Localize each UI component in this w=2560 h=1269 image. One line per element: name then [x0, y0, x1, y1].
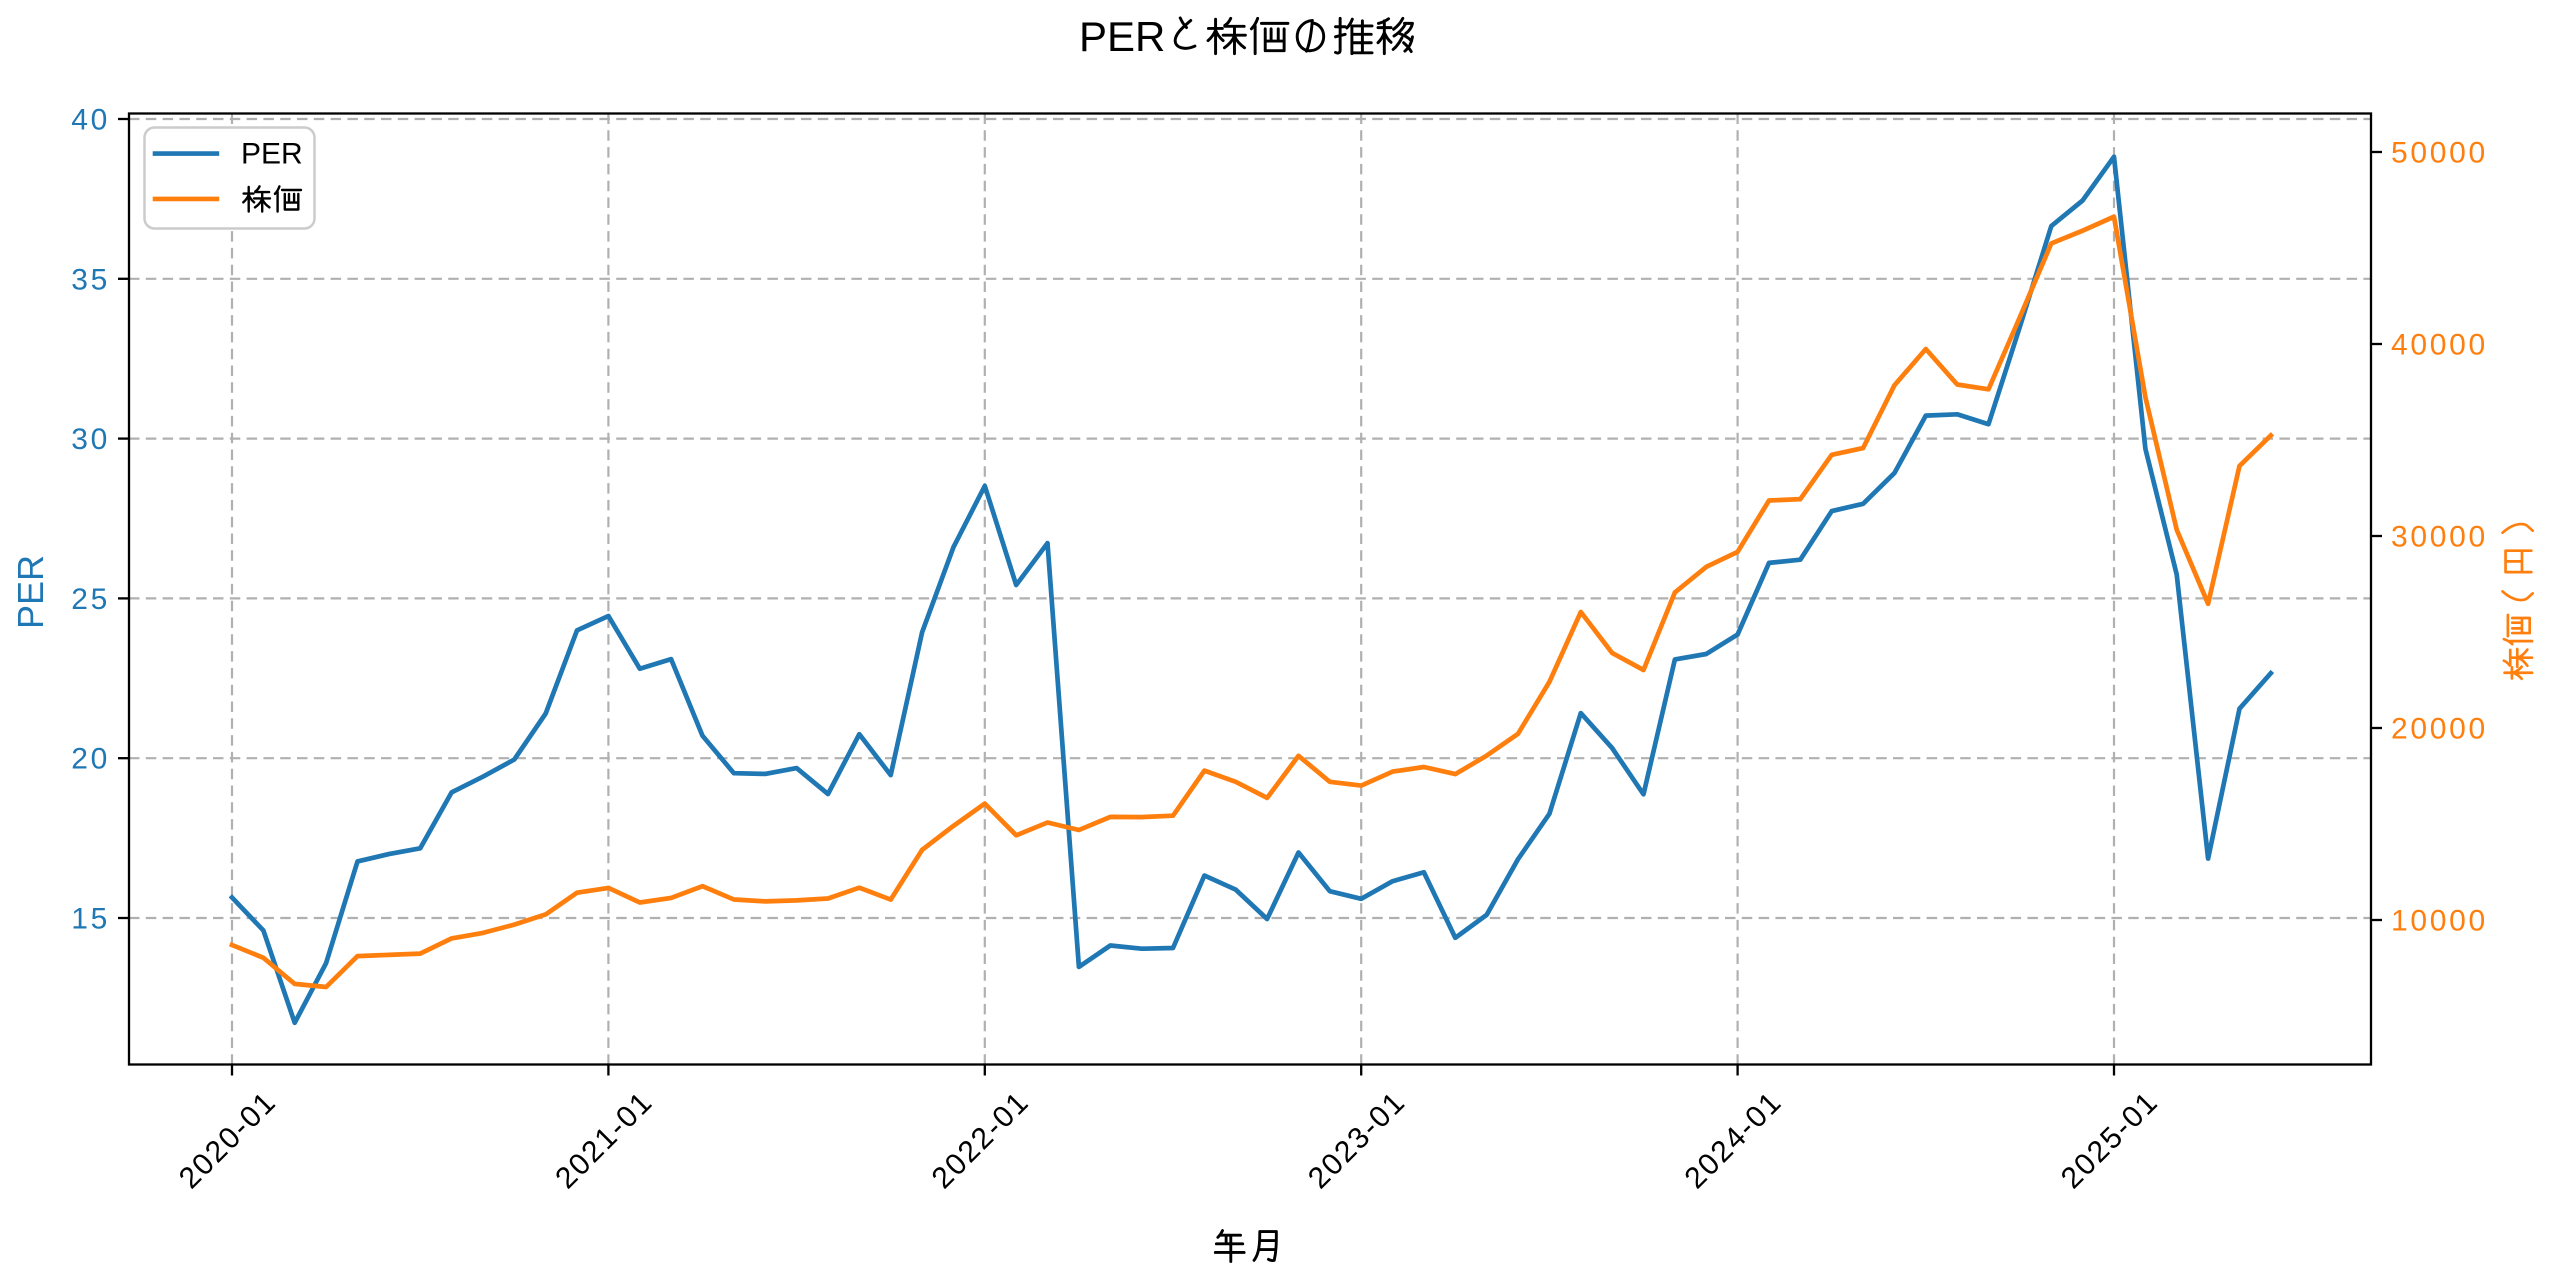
svg-text:PER: PER [1079, 13, 1165, 60]
svg-text:20: 20 [71, 743, 110, 776]
svg-text:40: 40 [71, 104, 110, 137]
svg-text:30: 30 [71, 423, 110, 456]
svg-text:PER: PER [10, 555, 51, 629]
svg-text:50000: 50000 [2391, 137, 2488, 170]
svg-text:PER: PER [241, 138, 303, 171]
svg-text:15: 15 [71, 903, 110, 936]
svg-text:40000: 40000 [2391, 329, 2488, 362]
svg-text:10000: 10000 [2391, 905, 2488, 938]
svg-text:30000: 30000 [2391, 521, 2488, 554]
svg-text:25: 25 [71, 583, 110, 616]
svg-text:35: 35 [71, 263, 110, 296]
svg-text:20000: 20000 [2391, 713, 2488, 746]
